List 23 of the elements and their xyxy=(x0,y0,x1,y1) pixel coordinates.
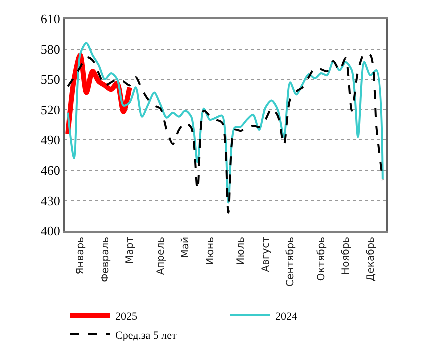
x-tick-label: Июль xyxy=(236,236,248,266)
x-tick-label: Декабрь xyxy=(366,236,377,282)
y-tick-label: 580 xyxy=(40,42,60,57)
legend-label: 2024 xyxy=(276,310,298,323)
x-tick-label: Май xyxy=(180,237,192,258)
y-tick-label: 610 xyxy=(40,12,60,27)
x-tick-label: Февраль xyxy=(100,236,112,282)
y-tick-label: 460 xyxy=(40,162,60,178)
y-tick-label: 400 xyxy=(40,224,60,239)
x-tick-label: Ноябрь xyxy=(341,236,352,276)
x-tick-label: Сентябрь xyxy=(286,236,297,287)
x-tick-label: Октябрь xyxy=(316,236,328,282)
x-tick-label: Январь xyxy=(76,236,87,275)
x-tick-label: Апрель xyxy=(156,236,167,276)
y-tick-label: 550 xyxy=(40,72,60,88)
x-tick-label: Август xyxy=(260,236,272,272)
legend-label: 2025 xyxy=(116,310,138,323)
x-tick-label: Март xyxy=(125,236,136,264)
y-tick-label: 490 xyxy=(40,132,60,148)
y-tick-label: 430 xyxy=(40,193,60,208)
legend-label: Сред.за 5 лет xyxy=(116,330,178,342)
y-tick-label: 520 xyxy=(40,102,60,118)
x-tick-label: Июнь xyxy=(205,236,216,266)
